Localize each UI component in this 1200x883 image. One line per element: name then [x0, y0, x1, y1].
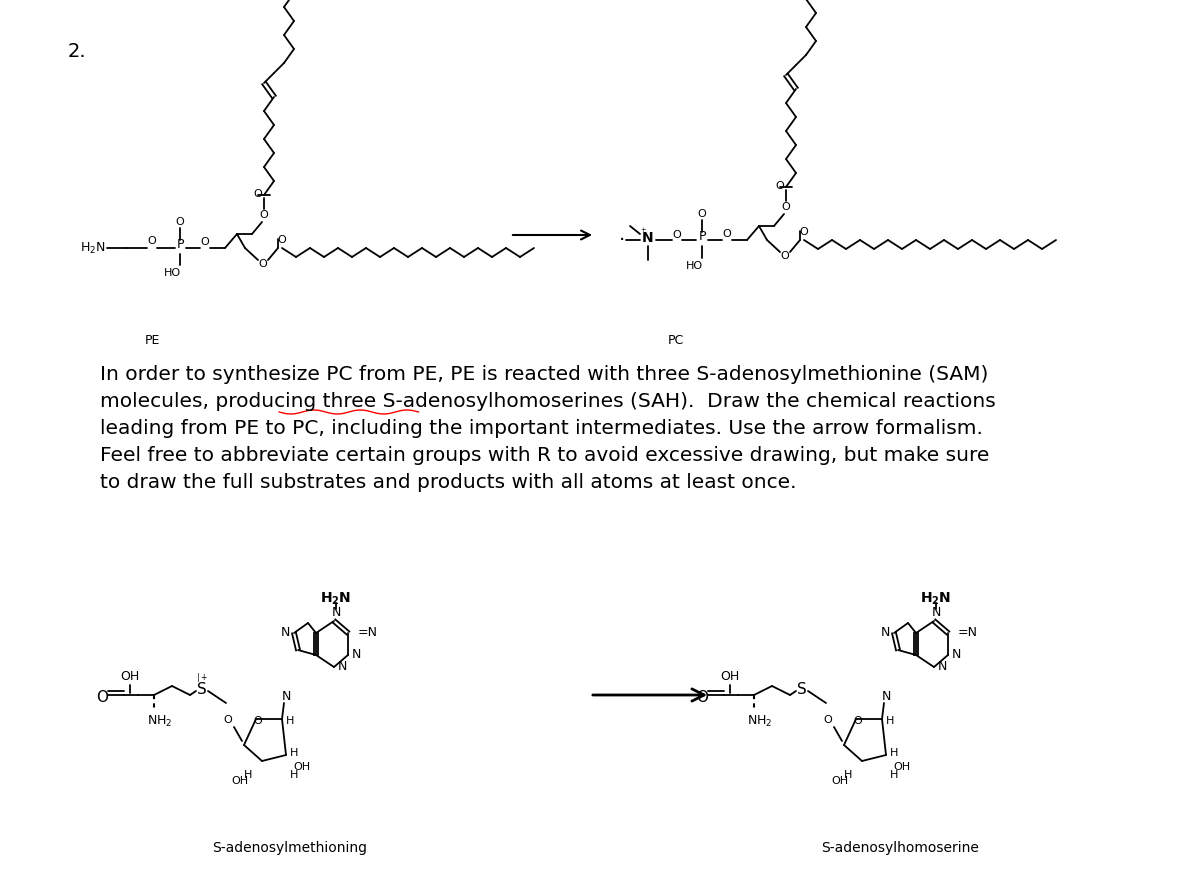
Text: H: H [244, 770, 252, 780]
Text: H: H [290, 770, 298, 780]
Text: O: O [823, 715, 833, 725]
Text: O: O [253, 716, 263, 726]
Text: OH: OH [232, 776, 248, 786]
Text: PC: PC [668, 334, 684, 346]
Text: O: O [200, 237, 209, 247]
Text: 2.: 2. [68, 42, 86, 61]
Text: O: O [175, 217, 185, 227]
Text: OH: OH [294, 762, 311, 772]
Text: O: O [781, 202, 791, 212]
Text: N: N [281, 627, 289, 639]
Text: $\mathregular{NH_2}$: $\mathregular{NH_2}$ [148, 713, 173, 728]
Text: N: N [331, 607, 341, 620]
Text: N: N [881, 627, 889, 639]
Text: OH: OH [720, 669, 739, 683]
Text: $\mathregular{H_2N}$: $\mathregular{H_2N}$ [80, 240, 106, 255]
Text: Feel free to abbreviate certain groups with R to avoid excessive drawing, but ma: Feel free to abbreviate certain groups w… [100, 446, 989, 465]
Text: OH: OH [832, 776, 848, 786]
Text: O: O [853, 716, 863, 726]
Text: O: O [259, 210, 269, 220]
Text: O: O [277, 235, 287, 245]
Text: O: O [775, 181, 785, 191]
Text: ·: · [619, 230, 625, 250]
Text: O: O [253, 189, 263, 199]
Text: OH: OH [120, 669, 139, 683]
Text: leading from PE to PC, including the important intermediates. Use the arrow form: leading from PE to PC, including the imp… [100, 419, 983, 438]
Text: O: O [148, 236, 156, 246]
Text: $\mathregular{H_2N}$: $\mathregular{H_2N}$ [920, 591, 952, 608]
Text: $\mathregular{NH_2}$: $\mathregular{NH_2}$ [748, 713, 773, 728]
Text: O: O [223, 715, 233, 725]
Text: H: H [286, 716, 294, 726]
Text: N: N [881, 691, 890, 704]
Text: O: O [799, 227, 809, 237]
Text: PE: PE [145, 334, 161, 346]
Text: O: O [259, 259, 268, 269]
Text: S-adenosylmethioning: S-adenosylmethioning [212, 841, 367, 855]
Text: H: H [890, 770, 898, 780]
Text: S: S [197, 682, 206, 697]
Text: O: O [722, 229, 731, 239]
Text: H: H [844, 770, 852, 780]
Text: H: H [886, 716, 894, 726]
Text: $\mathregular{^{|+}}$: $\mathregular{^{|+}}$ [196, 673, 208, 685]
Text: O: O [697, 209, 707, 219]
Text: In order to synthesize PC from PE, PE is reacted with three S-adenosylmethionine: In order to synthesize PC from PE, PE is… [100, 365, 989, 384]
Text: N: N [337, 660, 347, 674]
Text: H: H [890, 748, 898, 758]
Text: S: S [797, 682, 806, 697]
Text: O: O [96, 691, 108, 706]
Text: P: P [698, 230, 706, 244]
Text: =N: =N [358, 627, 378, 639]
Text: =N: =N [958, 627, 978, 639]
Text: P: P [176, 238, 184, 252]
Text: HO: HO [163, 268, 180, 278]
Text: $\mathregular{H_2N}$: $\mathregular{H_2N}$ [320, 591, 352, 608]
Text: N: N [281, 691, 290, 704]
Text: $\mathregular{^+}$: $\mathregular{^+}$ [638, 227, 647, 237]
Text: N: N [642, 231, 654, 245]
Text: N: N [931, 607, 941, 620]
Text: HO: HO [685, 261, 702, 271]
Text: OH: OH [894, 762, 911, 772]
Text: molecules, producing three S-adenosylhomoserines (SAH).  Draw the chemical react: molecules, producing three S-adenosylhom… [100, 392, 996, 411]
Text: N: N [952, 648, 961, 661]
Text: N: N [937, 660, 947, 674]
Text: N: N [352, 648, 361, 661]
Text: to draw the full substrates and products with all atoms at least once.: to draw the full substrates and products… [100, 473, 797, 492]
Text: O: O [673, 230, 682, 240]
Text: S-adenosylhomoserine: S-adenosylhomoserine [821, 841, 979, 855]
Text: H: H [290, 748, 298, 758]
Text: O: O [696, 691, 708, 706]
Text: O: O [781, 251, 790, 261]
